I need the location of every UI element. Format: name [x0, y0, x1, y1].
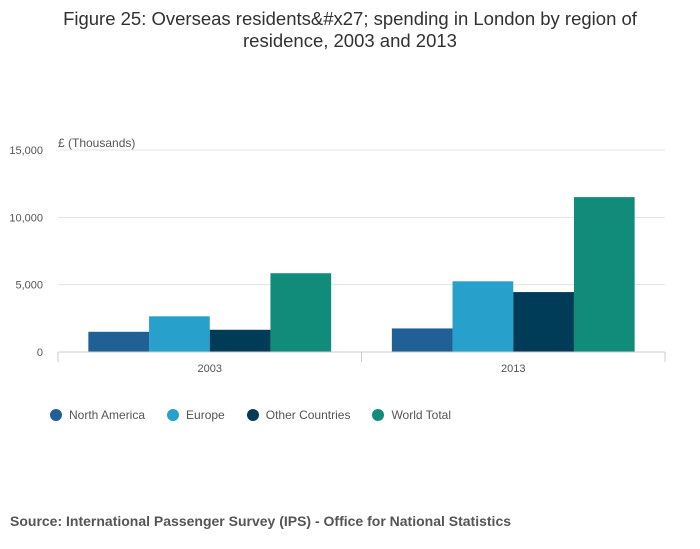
bar-other-countries-2013[interactable]	[513, 292, 574, 352]
bar-world-total-2013[interactable]	[573, 197, 635, 352]
bars	[88, 197, 635, 352]
bar-europe-2003[interactable]	[149, 316, 210, 352]
bar-europe-2013[interactable]	[452, 281, 514, 352]
bar-other-countries-2003[interactable]	[209, 329, 271, 352]
legend-item[interactable]: North America	[50, 408, 145, 422]
bar-north-america-2003[interactable]	[88, 331, 150, 352]
legend-marker	[372, 409, 385, 421]
y-tick-label: 10,000	[9, 212, 43, 224]
y-axis: 0 5,000 10,000 15,000	[9, 145, 43, 359]
legend-label: World Total	[391, 408, 452, 422]
x-tick-label: 2013	[501, 363, 525, 375]
legend-marker	[246, 409, 259, 421]
y-tick-label: 0	[37, 347, 43, 359]
legend-label: Europe	[186, 408, 225, 422]
bar-world-total-2003[interactable]	[270, 273, 332, 352]
y-tick-label: 15,000	[9, 145, 43, 157]
legend: North America Europe Other Countries World …	[50, 408, 473, 422]
legend-marker	[50, 409, 62, 421]
legend-marker	[167, 409, 180, 421]
legend-item[interactable]: Europe	[167, 408, 225, 422]
source-note: Source: International Passenger Survey (…	[10, 513, 512, 529]
chart-title: Figure 25: Overseas residents&#x27; spen…	[63, 8, 637, 51]
y-axis-label: £ (Thousands)	[58, 136, 135, 150]
grid	[58, 149, 665, 286]
x-axis: 2003 2013	[57, 351, 666, 375]
legend-label: North America	[69, 408, 146, 422]
legend-label: Other Countries	[265, 408, 351, 422]
legend-item[interactable]: World Total	[372, 408, 451, 422]
y-tick-label: 5,000	[15, 280, 43, 292]
legend-item[interactable]: Other Countries	[246, 408, 351, 422]
bar-north-america-2013[interactable]	[391, 328, 453, 352]
x-tick-label: 2003	[198, 363, 222, 375]
